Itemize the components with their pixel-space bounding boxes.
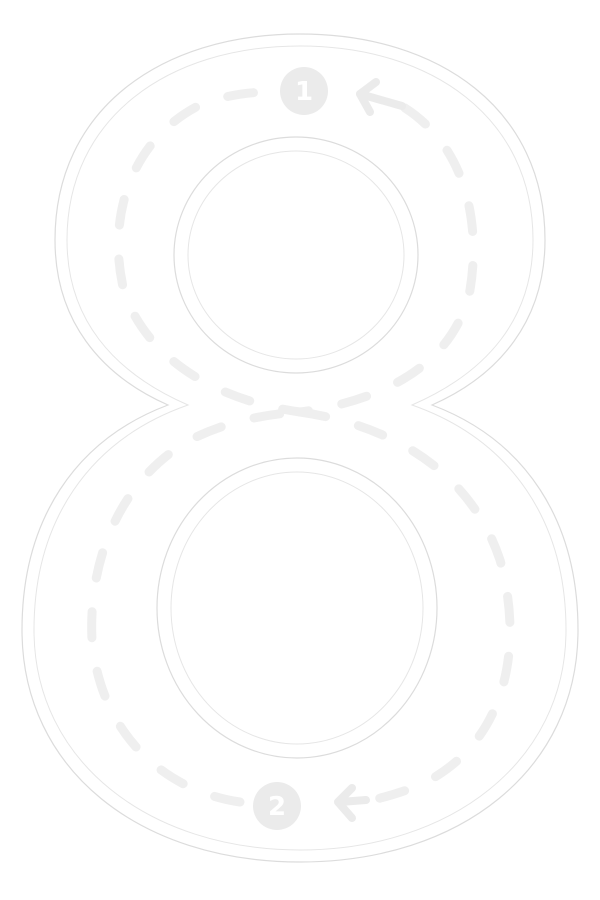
upper-counter-outer-ring <box>173 136 419 374</box>
stroke-marker-1-badge <box>280 67 328 115</box>
stroke-marker-1: 1 <box>280 67 328 115</box>
lower-counter-inner-ring <box>170 471 424 745</box>
lower-counter <box>156 457 438 759</box>
upper-counter <box>173 136 419 374</box>
digit-outline-outer <box>21 33 579 863</box>
upper-counter-inner-ring <box>187 150 405 360</box>
digit-outline <box>21 33 579 863</box>
stroke-marker-2-badge <box>253 782 301 830</box>
digit-outline-inner <box>33 45 567 851</box>
direction-arrow-lower <box>334 784 370 822</box>
stroke-marker-1-label: 1 <box>295 77 313 107</box>
stroke-marker-2: 2 <box>253 782 301 830</box>
lower-counter-outer-ring <box>156 457 438 759</box>
direction-arrow-upper <box>356 78 406 116</box>
stroke-marker-2-label: 2 <box>268 792 286 822</box>
guide-path-upper-loop <box>113 87 478 417</box>
guide-path-lower-loop <box>295 407 515 807</box>
guide-path-lower-loop-left <box>87 407 305 807</box>
